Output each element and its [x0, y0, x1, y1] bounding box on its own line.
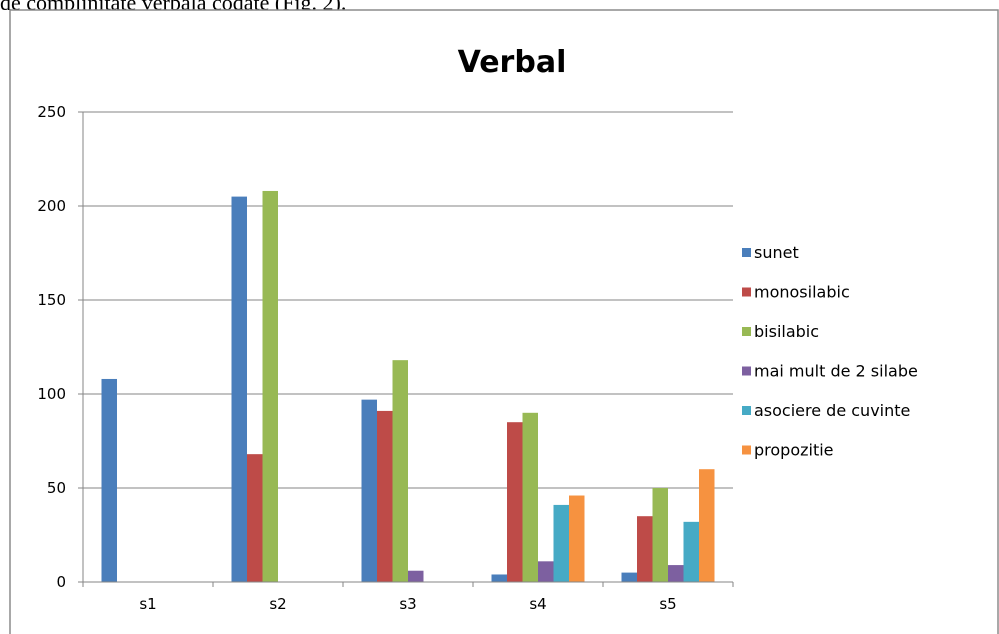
- chart-title: Verbal: [458, 45, 567, 80]
- bar: [683, 521, 699, 582]
- chart-border: [9, 9, 999, 634]
- legend-label: bisilabic: [754, 322, 819, 341]
- y-tick-label: 250: [37, 103, 66, 121]
- bar: [392, 360, 408, 582]
- bar: [491, 574, 507, 582]
- y-tick-label: 0: [56, 573, 66, 591]
- y-tick-label: 150: [37, 291, 66, 309]
- bar: [668, 565, 684, 582]
- bar: [361, 399, 377, 582]
- legend-label: monosilabic: [754, 283, 850, 302]
- legend-label: mai mult de 2 silabe: [754, 362, 918, 381]
- bar: [101, 378, 117, 582]
- bar: [377, 410, 393, 582]
- y-tick-label: 50: [47, 479, 66, 497]
- bar: [262, 190, 278, 582]
- x-tick-label: s5: [659, 595, 676, 613]
- legend-swatch: [742, 287, 751, 297]
- bar: [507, 422, 523, 582]
- bar: [247, 454, 263, 582]
- bar: [231, 196, 247, 582]
- legend-label: propozitie: [754, 441, 834, 460]
- bar: [538, 561, 554, 582]
- legend-swatch: [742, 445, 751, 455]
- bar: [621, 572, 637, 582]
- bar: [553, 504, 569, 582]
- y-tick-label: 200: [37, 197, 66, 215]
- bar: [699, 469, 715, 582]
- x-tick-label: s4: [529, 595, 546, 613]
- x-tick-label: s3: [399, 595, 416, 613]
- legend-label: asociere de cuvinte: [754, 401, 910, 420]
- legend-swatch: [742, 366, 751, 376]
- bar: [522, 412, 538, 582]
- x-tick-label: s2: [269, 595, 286, 613]
- bar: [652, 488, 668, 582]
- y-tick-label: 100: [37, 385, 66, 403]
- legend-swatch: [742, 406, 751, 415]
- legend-swatch: [742, 327, 751, 336]
- legend-swatch: [742, 248, 751, 257]
- legend-label: sunet: [754, 243, 799, 262]
- x-tick-label: s1: [139, 595, 156, 613]
- bar: [408, 570, 424, 582]
- bar: [637, 516, 653, 582]
- bar: [569, 495, 585, 582]
